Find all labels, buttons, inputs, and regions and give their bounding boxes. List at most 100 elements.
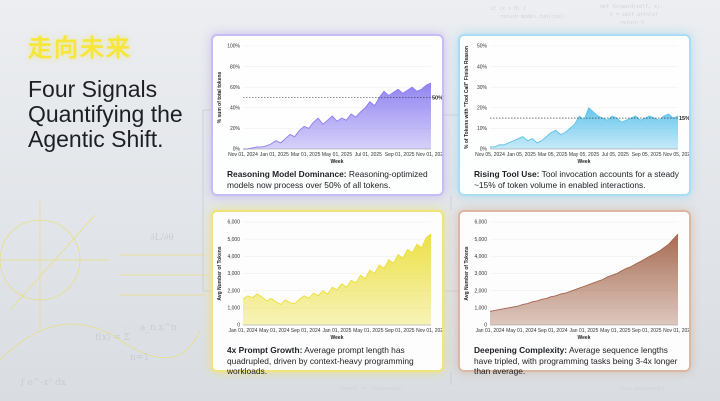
y-tick-label: 50% — [477, 44, 488, 50]
card-reasoning-dominance: 0% 20% 40% 60% 80% 100% Nov 01, 2024 Jan 01, 20… — [211, 34, 444, 196]
y-tick-label: 4,000 — [227, 254, 240, 260]
y-tick-label: 60% — [230, 85, 241, 91]
series-area — [243, 83, 431, 149]
card-title: Rising Tool Use: — [474, 169, 540, 179]
y-axis-label: % of Tokens with "Tool Call" Finish Reas… — [464, 46, 470, 149]
x-tick-label: Jan 01, 2025 — [323, 328, 352, 334]
x-tick-label: Jan 01, 2025 — [260, 152, 289, 158]
y-tick-label: 20% — [477, 106, 488, 112]
y-tick-label: 1,000 — [474, 306, 487, 312]
y-tick-label: 4,000 — [474, 254, 487, 260]
y-tick-label: 30% — [477, 85, 488, 91]
x-tick-label: May 01, 2025 — [600, 328, 631, 334]
y-axis-label: Avg Number of Tokens — [464, 246, 470, 300]
x-axis-label: Week — [578, 159, 591, 164]
y-tick-label: 2,000 — [474, 288, 487, 294]
card-description: Average sequence lengths have tripled, w… — [474, 345, 678, 376]
card-caption: 4x Prompt Growth: Average prompt length … — [227, 345, 434, 377]
y-tick-label: 40% — [477, 64, 488, 70]
series-line — [242, 233, 432, 305]
y-tick-label: 40% — [230, 106, 241, 112]
x-tick-label: Nov 01, 2024 — [228, 152, 258, 158]
card-caption: Deepening Complexity: Average sequence l… — [474, 345, 681, 377]
y-tick-label: 100% — [227, 44, 240, 50]
y-tick-label: 6,000 — [474, 220, 487, 226]
y-tick-label: 10% — [477, 126, 488, 132]
y-tick-label: 20% — [230, 126, 241, 132]
card-description: Tool invocation accounts for a steady ~1… — [474, 169, 679, 190]
x-tick-label: Sep 01, 2024 — [538, 328, 568, 334]
x-tick-label: May 01, 2024 — [506, 328, 537, 334]
x-tick-label: Sep 05, 2025 — [632, 152, 662, 158]
x-tick-label: Jul 01, 2025 — [355, 152, 382, 158]
card-description: Average prompt length has quadrupled, dr… — [227, 345, 414, 376]
x-tick-label: May 05, 2025 — [569, 152, 600, 158]
card-description: Reasoning-optimized models now process o… — [227, 169, 428, 190]
svg-text:h = self.attn(x): h = self.attn(x) — [610, 12, 658, 18]
x-tick-label: Nov 01, 2025 — [663, 328, 689, 334]
svg-text:def forward(self, x):: def forward(self, x): — [600, 4, 663, 10]
title-block: 走向未来 Four Signals Quantifying the Agenti… — [28, 28, 208, 152]
svg-text:return model.run(ctx);: return model.run(ctx); — [500, 14, 566, 20]
card-title: Reasoning Model Dominance: — [227, 169, 347, 179]
svg-text:tokens += len(prompt): tokens += len(prompt) — [340, 386, 403, 392]
series-line — [490, 107, 679, 148]
chart-reasoning-share: 0% 20% 40% 60% 80% 100% Nov 01, 2024 Jan 01, 20… — [217, 44, 442, 164]
card-caption: Rising Tool Use: Tool invocation account… — [474, 169, 681, 190]
card-tool-use: 0% 10% 20% 30% 40% 50% Nov 05, 2024 Jan 05, 202… — [458, 34, 691, 196]
x-tick-label: Mar 01, 2025 — [291, 152, 321, 158]
chart-sequence-length: 0 1,000 2,000 3,000 4,000 5,000 6,000 Jan 01, 2… — [464, 220, 689, 340]
y-tick-label: 0% — [233, 147, 241, 153]
x-tick-label: Nov 01, 2025 — [416, 328, 442, 334]
svg-text:return h: return h — [620, 20, 644, 26]
x-tick-label: Sep 01, 2025 — [385, 152, 415, 158]
x-tick-label: Sep 01, 2024 — [291, 328, 321, 334]
y-axis-label: Avg Number of Tokens — [217, 246, 223, 300]
series-area — [490, 234, 678, 325]
x-tick-label: Nov 01, 2025 — [416, 152, 442, 158]
x-tick-label: Jan 05, 2025 — [507, 152, 536, 158]
y-tick-label: 0 — [237, 323, 240, 329]
x-tick-label: May 01, 2025 — [322, 152, 353, 158]
headline: Four Signals Quantifying the Agentic Shi… — [28, 76, 183, 152]
x-tick-label: May 01, 2025 — [353, 328, 384, 334]
x-tick-label: Nov 05, 2024 — [475, 152, 505, 158]
x-axis-label: Week — [331, 159, 344, 164]
series-line — [489, 233, 679, 312]
svg-text:loss.backward(): loss.backward() — [620, 386, 665, 392]
chart-prompt-length: 0 1,000 2,000 3,000 4,000 5,000 6,000 Jan 01, 2… — [217, 220, 442, 340]
svg-text:∫ e^-x² dx: ∫ e^-x² dx — [20, 378, 66, 388]
y-axis-label: % sum of total tokens — [217, 71, 223, 123]
svg-text:a_n x^n: a_n x^n — [140, 323, 177, 333]
reference-label: 15% — [679, 116, 689, 122]
y-tick-label: 0% — [480, 147, 488, 153]
y-tick-label: 1,000 — [227, 306, 240, 312]
chart-tool-call-share: 0% 10% 20% 30% 40% 50% Nov 05, 2024 Jan 05, 202… — [464, 44, 689, 164]
x-tick-label: Jan 01, 2024 — [476, 328, 505, 334]
y-tick-label: 3,000 — [227, 271, 240, 277]
y-tick-label: 2,000 — [227, 288, 240, 294]
card-caption: Reasoning Model Dominance: Reasoning-opt… — [227, 169, 434, 190]
svg-text:n=1: n=1 — [130, 353, 149, 363]
card-prompt-growth: 0 1,000 2,000 3,000 4,000 5,000 6,000 Jan 01, 2… — [211, 210, 444, 376]
svg-text:if (x > 0) {: if (x > 0) { — [490, 6, 526, 12]
x-tick-label: Sep 01, 2025 — [385, 328, 415, 334]
card-title: Deepening Complexity: — [474, 345, 568, 355]
x-axis-label: Week — [578, 335, 591, 340]
y-tick-label: 6,000 — [227, 220, 240, 226]
x-axis-label: Week — [331, 335, 344, 340]
x-tick-label: Sep 01, 2025 — [632, 328, 662, 334]
series-area — [243, 234, 431, 325]
card-deepening-complexity: 0 1,000 2,000 3,000 4,000 5,000 6,000 Jan 01, 2… — [458, 210, 691, 376]
y-tick-label: 5,000 — [227, 237, 240, 243]
card-title: 4x Prompt Growth: — [227, 345, 303, 355]
svg-text:∂L/∂θ: ∂L/∂θ — [150, 233, 174, 243]
reference-label: 50% — [432, 96, 442, 102]
x-tick-label: May 01, 2024 — [259, 328, 290, 334]
x-tick-label: Mar 05, 2025 — [538, 152, 568, 158]
y-tick-label: 80% — [230, 64, 241, 70]
y-tick-label: 0 — [484, 323, 487, 329]
y-tick-label: 3,000 — [474, 271, 487, 277]
x-tick-label: Jul 05, 2025 — [602, 152, 629, 158]
kicker-text: 走向未来 — [28, 34, 132, 62]
